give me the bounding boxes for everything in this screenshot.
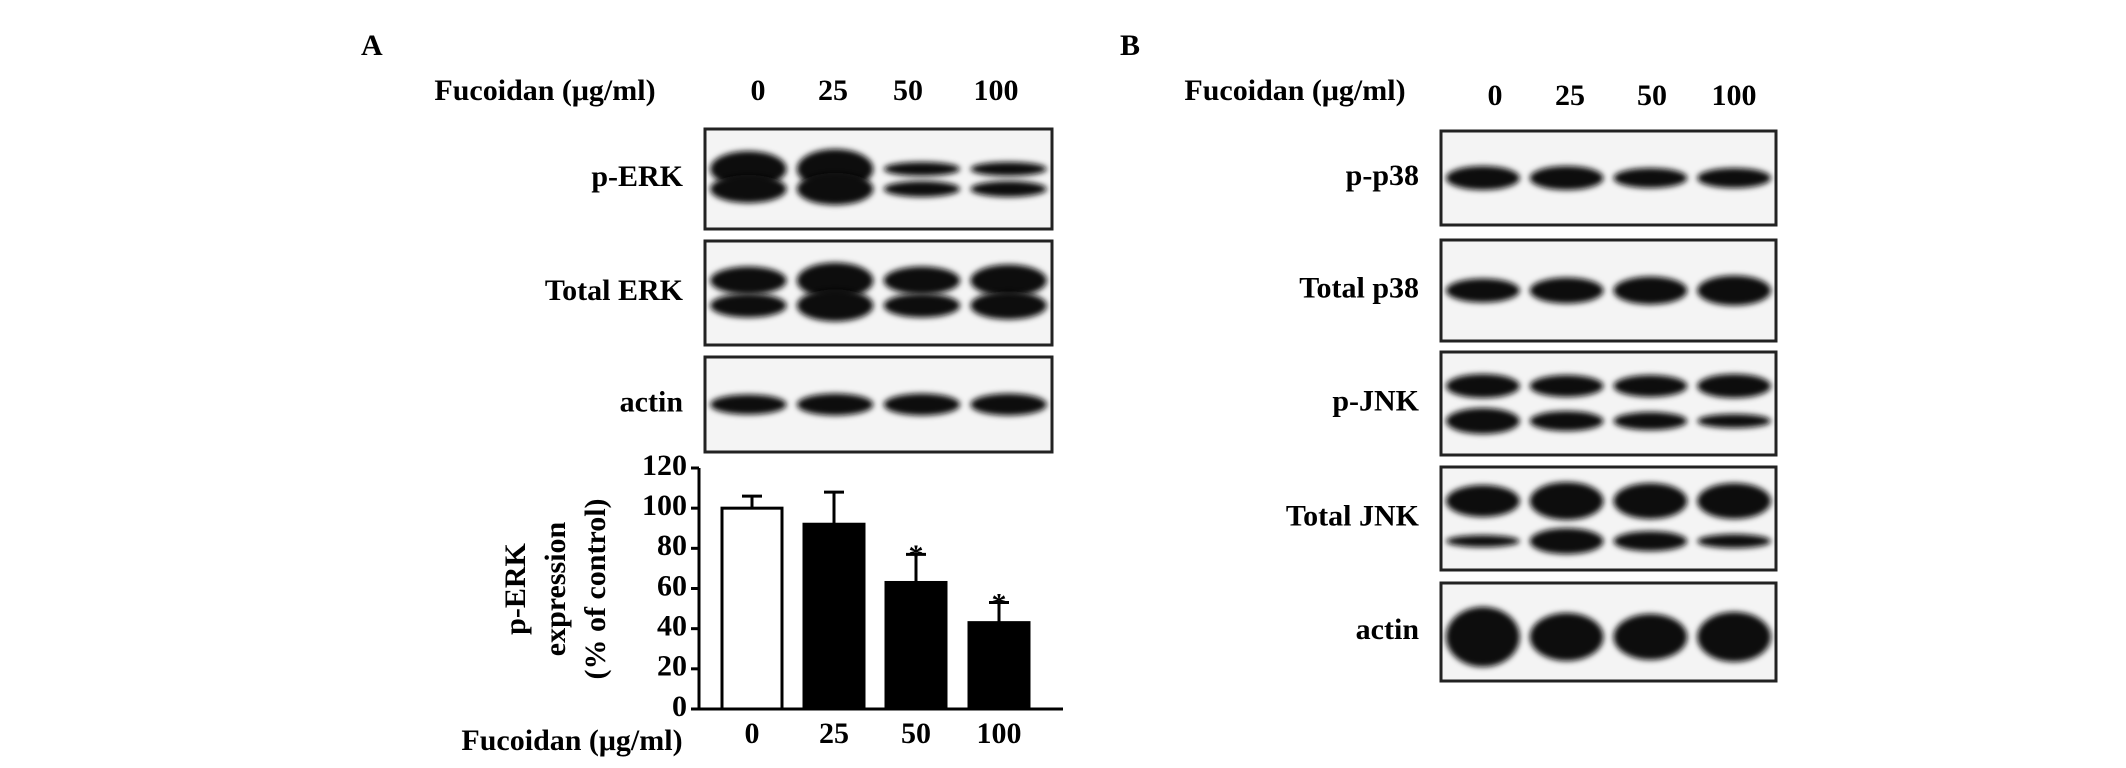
band xyxy=(970,181,1047,197)
x-tick-label: 50 xyxy=(901,717,931,750)
significance: * xyxy=(992,587,1007,620)
blot-row-label: p-JNK xyxy=(1332,384,1419,417)
y-tick-label: 0 xyxy=(672,690,687,723)
bar xyxy=(967,621,1031,711)
band xyxy=(1446,408,1520,435)
band xyxy=(1613,531,1688,552)
band xyxy=(970,264,1047,297)
band xyxy=(1697,611,1771,662)
band xyxy=(1446,535,1520,548)
y-axis-label: p-ERK xyxy=(499,542,532,634)
band xyxy=(1613,482,1688,519)
y-tick-label: 80 xyxy=(657,529,687,562)
band xyxy=(796,262,874,299)
band xyxy=(1613,613,1688,660)
blot-header: Fucoidan (μg/ml) xyxy=(434,74,655,107)
y-tick-label: 60 xyxy=(657,569,687,602)
band xyxy=(1446,166,1520,190)
band xyxy=(1697,275,1771,306)
blot-row-label: Total p38 xyxy=(1299,271,1419,304)
band xyxy=(1529,481,1604,520)
dose-label: 25 xyxy=(818,74,848,107)
band xyxy=(1529,166,1604,190)
band xyxy=(1697,168,1771,188)
band xyxy=(1697,373,1771,398)
dose-label: 100 xyxy=(1712,79,1757,112)
band xyxy=(710,175,787,203)
band xyxy=(883,266,961,295)
band xyxy=(1529,612,1604,661)
blot-box xyxy=(1439,350,1778,457)
band xyxy=(1613,276,1688,305)
band xyxy=(796,289,874,322)
dose-label: 25 xyxy=(1555,79,1585,112)
y-tick-label: 120 xyxy=(642,449,687,482)
blot-row-label: Total JNK xyxy=(1286,499,1420,532)
dose-label: 100 xyxy=(974,74,1019,107)
band xyxy=(883,393,961,416)
band xyxy=(710,394,787,415)
band xyxy=(1697,414,1771,429)
blot-header: Fucoidan (μg/ml) xyxy=(1184,74,1405,107)
x-axis-label: Fucoidan (μg/ml) xyxy=(461,724,682,757)
y-tick-label: 100 xyxy=(642,489,687,522)
band xyxy=(1446,606,1520,667)
panel-label: B xyxy=(1120,29,1140,62)
bar xyxy=(720,506,784,711)
blot-row-label: Total ERK xyxy=(545,274,684,307)
x-tick-label: 0 xyxy=(745,717,760,750)
band xyxy=(710,266,787,295)
blot-row-label: p-ERK xyxy=(591,160,683,193)
band xyxy=(883,162,961,176)
band xyxy=(970,291,1047,320)
band xyxy=(1613,412,1688,431)
bar xyxy=(884,580,948,711)
band xyxy=(710,293,787,318)
band xyxy=(1529,411,1604,432)
band xyxy=(796,393,874,416)
dose-label: 50 xyxy=(1637,79,1667,112)
band xyxy=(1529,277,1604,304)
y-tick-label: 40 xyxy=(657,610,687,643)
band xyxy=(883,293,961,318)
band xyxy=(883,181,961,197)
band xyxy=(970,162,1047,176)
band xyxy=(1697,534,1771,549)
band xyxy=(1529,374,1604,397)
band xyxy=(970,393,1047,416)
band xyxy=(1697,482,1771,519)
dose-label: 50 xyxy=(893,74,923,107)
band xyxy=(796,173,874,205)
band xyxy=(1446,373,1520,398)
band xyxy=(1613,168,1688,188)
y-axis-label: expression xyxy=(539,521,572,656)
panel-label: A xyxy=(361,29,383,62)
blot-box xyxy=(1439,465,1778,572)
significance: * xyxy=(909,539,924,572)
dose-label: 0 xyxy=(751,74,766,107)
bar xyxy=(802,522,866,711)
blot-row-label: actin xyxy=(1356,613,1420,646)
y-axis-label: (% of control) xyxy=(579,498,612,679)
band xyxy=(1613,374,1688,397)
x-tick-label: 25 xyxy=(819,717,849,750)
blot-row-label: p-p38 xyxy=(1346,159,1419,192)
blot-row-label: actin xyxy=(620,385,684,418)
y-tick-label: 20 xyxy=(657,650,687,683)
band xyxy=(1529,528,1604,555)
band xyxy=(1446,484,1520,517)
band xyxy=(1446,278,1520,303)
dose-label: 0 xyxy=(1488,79,1503,112)
x-tick-label: 100 xyxy=(977,717,1022,750)
